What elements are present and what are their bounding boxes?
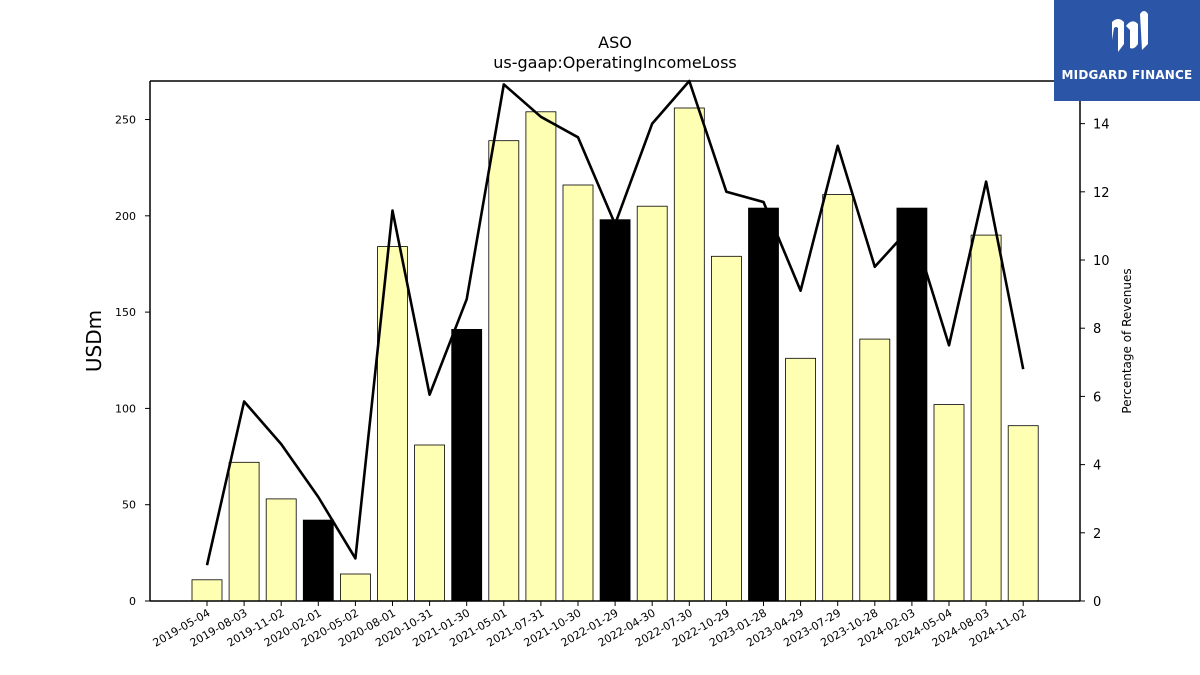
- y2-tick-label: 4: [1093, 459, 1101, 474]
- bar-2021-07-31: [525, 111, 557, 602]
- y-tick-label: 100: [115, 402, 136, 415]
- y2-tick-label: 12: [1093, 186, 1110, 201]
- bar-2023-07-29: [822, 194, 854, 602]
- bar-2021-10-30: [562, 184, 594, 602]
- bar-2019-11-02: [265, 498, 297, 602]
- y2-axis-label: Percentage of Revenues: [1120, 268, 1134, 413]
- bars-layer: [191, 107, 1039, 602]
- bar-2022-01-29: [599, 219, 631, 602]
- line-layer: [205, 79, 1025, 566]
- y2-tick-label: 2: [1093, 527, 1101, 542]
- bar-2022-07-30: [673, 107, 705, 602]
- bar-2024-05-04: [933, 404, 965, 602]
- chart-title: ASO: [598, 33, 632, 52]
- logo-mark-icon: [1112, 11, 1148, 52]
- bar-2021-05-01: [488, 140, 520, 602]
- y2-tick-label: 8: [1093, 322, 1101, 337]
- percentage-line: [205, 79, 1025, 566]
- y2-tick-label: 6: [1093, 390, 1101, 405]
- bar-2022-04-30: [636, 205, 668, 602]
- y2-tick-label: 10: [1093, 254, 1110, 269]
- bar-2019-05-04: [191, 579, 223, 602]
- logo-text: MIDGARD FINANCE: [1061, 68, 1193, 82]
- bar-2021-01-30: [451, 328, 483, 602]
- y-tick-label: 0: [129, 595, 136, 608]
- bar-2022-10-29: [711, 255, 742, 602]
- bar-2023-10-28: [859, 338, 891, 602]
- bar-2019-08-03: [228, 461, 260, 602]
- bar-2023-04-29: [785, 357, 816, 602]
- y2-tick-label: 0: [1093, 595, 1101, 610]
- y-axis-label: USDm: [82, 310, 106, 372]
- bar-2024-11-02: [1007, 425, 1039, 602]
- bar-2020-10-31: [414, 444, 446, 602]
- bar-2020-05-02: [339, 573, 371, 602]
- bar-2024-08-03: [970, 234, 1002, 602]
- y-tick-label: 50: [122, 499, 136, 512]
- y-tick-label: 250: [115, 114, 136, 127]
- bar-2024-02-03: [896, 207, 928, 602]
- y2-tick-label: 14: [1093, 118, 1110, 133]
- y-tick-label: 150: [115, 306, 136, 319]
- brand-logo: MIDGARD FINANCE: [1054, 0, 1200, 101]
- bar-2023-01-28: [748, 207, 779, 602]
- bar-2020-02-01: [302, 519, 334, 602]
- chart-subtitle: us-gaap:OperatingIncomeLoss: [493, 53, 737, 72]
- y-tick-label: 200: [115, 210, 136, 223]
